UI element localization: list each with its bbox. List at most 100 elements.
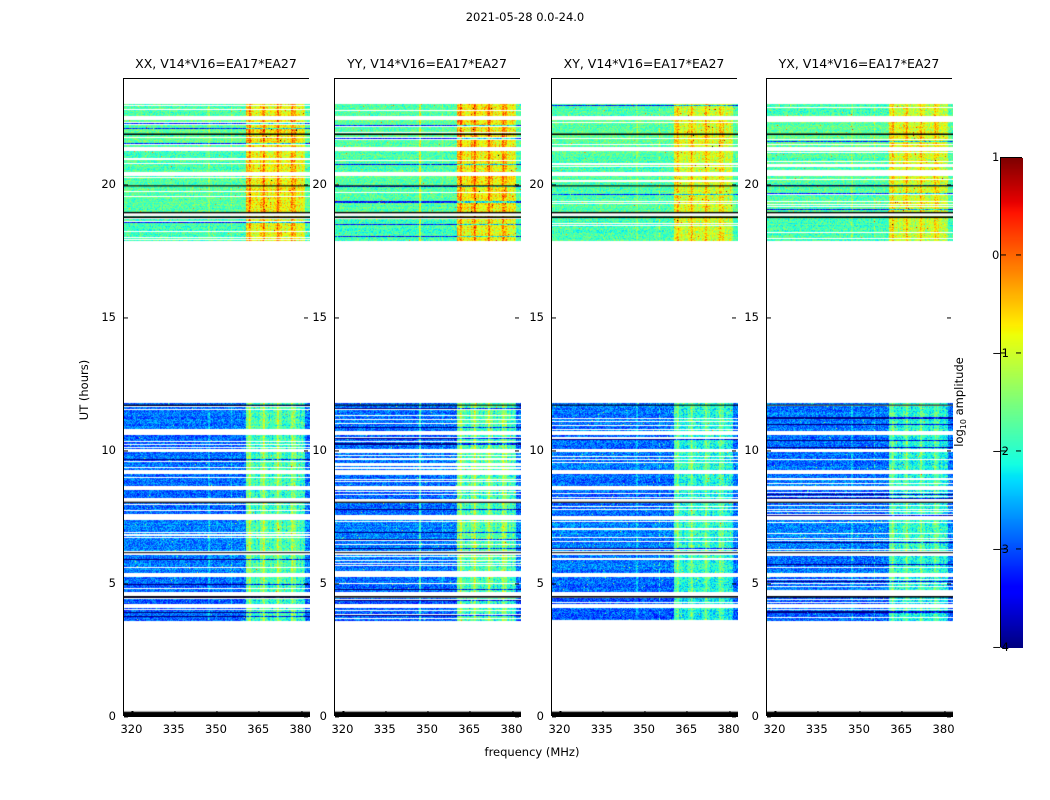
x-tick-label: 320	[120, 722, 143, 736]
y-tick-label: 20	[312, 177, 327, 192]
colorbar-tick-mark	[1016, 450, 1021, 452]
x-tick-label: 320	[548, 722, 571, 736]
x-tick-label: 335	[805, 722, 828, 736]
x-tick-mark	[602, 711, 604, 715]
y-tick-label: 10	[529, 443, 544, 458]
y-tick-mark	[124, 184, 128, 186]
y-tick-label: 0	[108, 709, 116, 723]
waterfall-panel-xx[interactable]: XX, V14*V16=EA17*EA27 0 5 10 15 20 320 335 350 36…	[101, 56, 311, 736]
y-tick-mark	[335, 450, 339, 452]
y-tick-label: 0	[319, 709, 327, 723]
colorbar-tick-mark	[1016, 254, 1021, 256]
x-tick-mark	[469, 711, 471, 715]
x-tick-mark	[817, 711, 819, 715]
figure-suptitle: 2021-05-28 0.0-24.0	[465, 10, 585, 24]
x-tick-label: 350	[416, 722, 438, 736]
x-tick-label: 365	[458, 722, 481, 736]
y-tick-label: 5	[108, 576, 116, 591]
y-tick-label: 10	[101, 443, 116, 458]
panel-title: YY, V14*V16=EA17*EA27	[347, 56, 507, 71]
y-tick-mark	[947, 716, 951, 718]
y-tick-label: 0	[536, 709, 544, 723]
waterfall-image	[552, 79, 738, 717]
y-tick-mark	[515, 317, 519, 319]
panel-title: XX, V14*V16=EA17*EA27	[135, 56, 297, 71]
colorbar[interactable]	[1000, 157, 1023, 648]
x-tick-mark	[385, 711, 387, 715]
x-tick-mark	[300, 711, 303, 715]
x-tick-mark	[559, 711, 561, 715]
x-tick-label: 320	[331, 722, 354, 736]
y-tick-mark	[767, 317, 771, 319]
x-tick-label: 365	[890, 722, 913, 736]
x-tick-label: 380	[717, 722, 740, 736]
y-tick-mark	[732, 583, 736, 585]
x-tick-mark	[342, 711, 344, 715]
x-tick-label: 365	[247, 722, 270, 736]
waterfall-image	[335, 79, 521, 717]
x-tick-label: 380	[289, 722, 312, 736]
panel-axes	[551, 78, 738, 718]
y-tick-mark	[947, 450, 951, 452]
y-tick-label: 5	[319, 576, 327, 591]
y-tick-mark	[515, 450, 519, 452]
y-tick-label: 20	[744, 177, 759, 192]
y-tick-label: 20	[101, 177, 116, 192]
y-tick-mark	[124, 450, 128, 452]
x-tick-label: 365	[675, 722, 698, 736]
y-tick-mark	[335, 716, 339, 718]
x-tick-mark	[728, 711, 731, 715]
x-tick-mark	[511, 711, 514, 715]
x-tick-mark	[131, 711, 133, 715]
y-tick-label: 10	[744, 443, 759, 458]
y-tick-mark	[124, 716, 128, 718]
x-tick-label: 335	[590, 722, 613, 736]
y-tick-mark	[304, 450, 308, 452]
x-tick-label: 380	[932, 722, 955, 736]
y-tick-label: 0	[751, 709, 759, 723]
y-tick-label: 5	[751, 576, 759, 591]
waterfall-panel-yy[interactable]: YY, V14*V16=EA17*EA27 0 5 10 15 20 320 335 350 36…	[312, 56, 522, 736]
colorbar-tick-mark	[1001, 548, 1006, 550]
x-tick-mark	[943, 711, 946, 715]
y-tick-mark	[304, 716, 308, 718]
x-tick-mark	[774, 711, 776, 715]
colorbar-tick-mark	[1016, 548, 1021, 550]
x-tick-mark	[174, 711, 176, 715]
y-tick-label: 15	[101, 310, 116, 325]
y-tick-mark	[124, 317, 128, 319]
y-tick-mark	[335, 317, 339, 319]
y-tick-mark	[552, 450, 556, 452]
colorbar-tick-mark	[1016, 352, 1021, 354]
y-axis-label: UT (hours)	[77, 359, 91, 421]
y-tick-label: 5	[536, 576, 544, 591]
y-tick-mark	[767, 583, 771, 585]
x-tick-mark	[427, 711, 429, 715]
colorbar-tick-mark	[1001, 352, 1006, 354]
x-tick-mark	[258, 711, 260, 715]
panel-axes	[334, 78, 521, 718]
colorbar-tick-mark	[1001, 450, 1006, 452]
x-tick-label: 335	[162, 722, 185, 736]
waterfall-image	[124, 79, 310, 717]
y-tick-mark	[552, 583, 556, 585]
y-tick-mark	[335, 583, 339, 585]
y-tick-mark	[767, 184, 771, 186]
y-tick-mark	[304, 583, 308, 585]
y-tick-mark	[515, 583, 519, 585]
waterfall-panel-yx[interactable]: YX, V14*V16=EA17*EA27 0 5 10 15 20 320 335 350 36…	[744, 56, 954, 736]
y-tick-label: 20	[529, 177, 544, 192]
y-tick-mark	[552, 184, 556, 186]
y-tick-mark	[552, 317, 556, 319]
x-tick-label: 320	[763, 722, 786, 736]
y-tick-label: 15	[312, 310, 327, 325]
y-tick-label: 15	[529, 310, 544, 325]
y-tick-mark	[732, 450, 736, 452]
x-axis-label: frequency (MHz)	[484, 745, 580, 759]
panel-axes	[123, 78, 310, 718]
y-tick-mark	[947, 583, 951, 585]
y-tick-label: 10	[312, 443, 327, 458]
x-tick-label: 350	[205, 722, 227, 736]
waterfall-panel-xy[interactable]: XY, V14*V16=EA17*EA27 0 5 10 15 20 320 335 350 36…	[529, 56, 739, 736]
